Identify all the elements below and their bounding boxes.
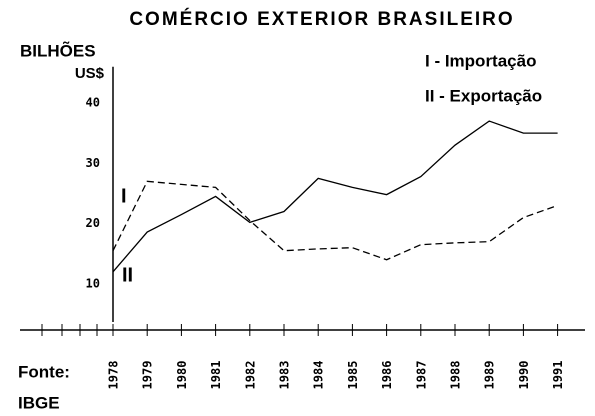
- source: IBGE: [18, 393, 60, 412]
- legend-entry: I - Importação: [425, 51, 536, 70]
- source-label: Fonte:: [18, 362, 70, 381]
- chart-title: COMÉRCIO EXTERIOR BRASILEIRO: [129, 8, 514, 30]
- y-tick-label: 10: [86, 276, 100, 290]
- x-tick-label: 1986: [380, 361, 394, 390]
- y-tick-label: 30: [86, 156, 100, 170]
- x-tick-label: 1990: [517, 361, 531, 390]
- x-tick-label: 1980: [175, 361, 189, 390]
- line-label: II: [122, 264, 133, 286]
- series-line: [112, 120, 558, 273]
- y-tick-label: 40: [86, 95, 100, 109]
- x-tick-label: 1989: [483, 361, 497, 390]
- x-tick-label: 1987: [414, 361, 428, 390]
- x-tick-label: 1988: [449, 361, 463, 390]
- x-tick-label: 1985: [346, 361, 360, 390]
- x-tick-label: 1984: [312, 361, 326, 390]
- series-line: [112, 180, 558, 261]
- y-axis-unit: US$: [75, 65, 105, 82]
- legend-entry: II - Exportação: [425, 86, 542, 105]
- x-tick-label: 1982: [243, 361, 257, 390]
- x-tick-label: 1981: [209, 361, 223, 390]
- y-axis-label: BILHÕES: [20, 40, 96, 60]
- x-tick-label: 1978: [107, 361, 121, 390]
- line-label: I: [121, 185, 127, 207]
- y-tick-label: 20: [86, 216, 100, 230]
- x-tick-label: 1979: [141, 361, 155, 390]
- x-tick-label: 1991: [551, 361, 565, 390]
- x-tick-label: 1983: [278, 361, 292, 390]
